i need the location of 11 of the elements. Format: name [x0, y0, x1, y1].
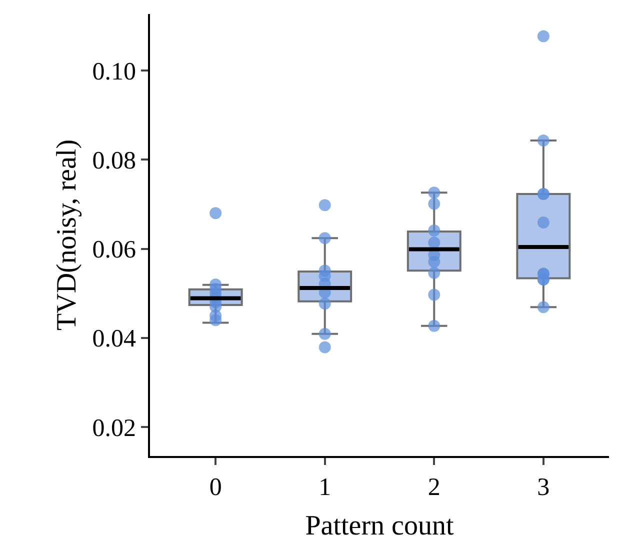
y-tick-label: 0.04 [92, 326, 136, 353]
y-tick-label: 0.06 [92, 236, 136, 264]
x-tick-label: 2 [428, 474, 440, 501]
y-axis-title: TVD(noisy, real) [51, 139, 82, 331]
x-axis-title: Pattern count [305, 510, 454, 542]
x-tick-label: 3 [537, 474, 550, 501]
y-tick-label: 0.02 [92, 414, 136, 442]
y-tick-label: 0.08 [92, 147, 136, 174]
x-tick-label: 1 [318, 474, 332, 501]
y-tick-label: 0.10 [92, 58, 136, 86]
x-tick-label: 0 [209, 474, 222, 501]
